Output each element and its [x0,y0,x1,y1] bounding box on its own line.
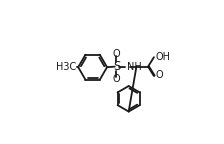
Text: S: S [113,60,120,73]
Text: NH: NH [127,62,142,72]
Text: H3C: H3C [56,62,76,72]
Text: OH: OH [156,52,171,62]
Text: O: O [113,49,120,59]
Text: O: O [113,74,120,84]
Text: O: O [156,71,163,80]
